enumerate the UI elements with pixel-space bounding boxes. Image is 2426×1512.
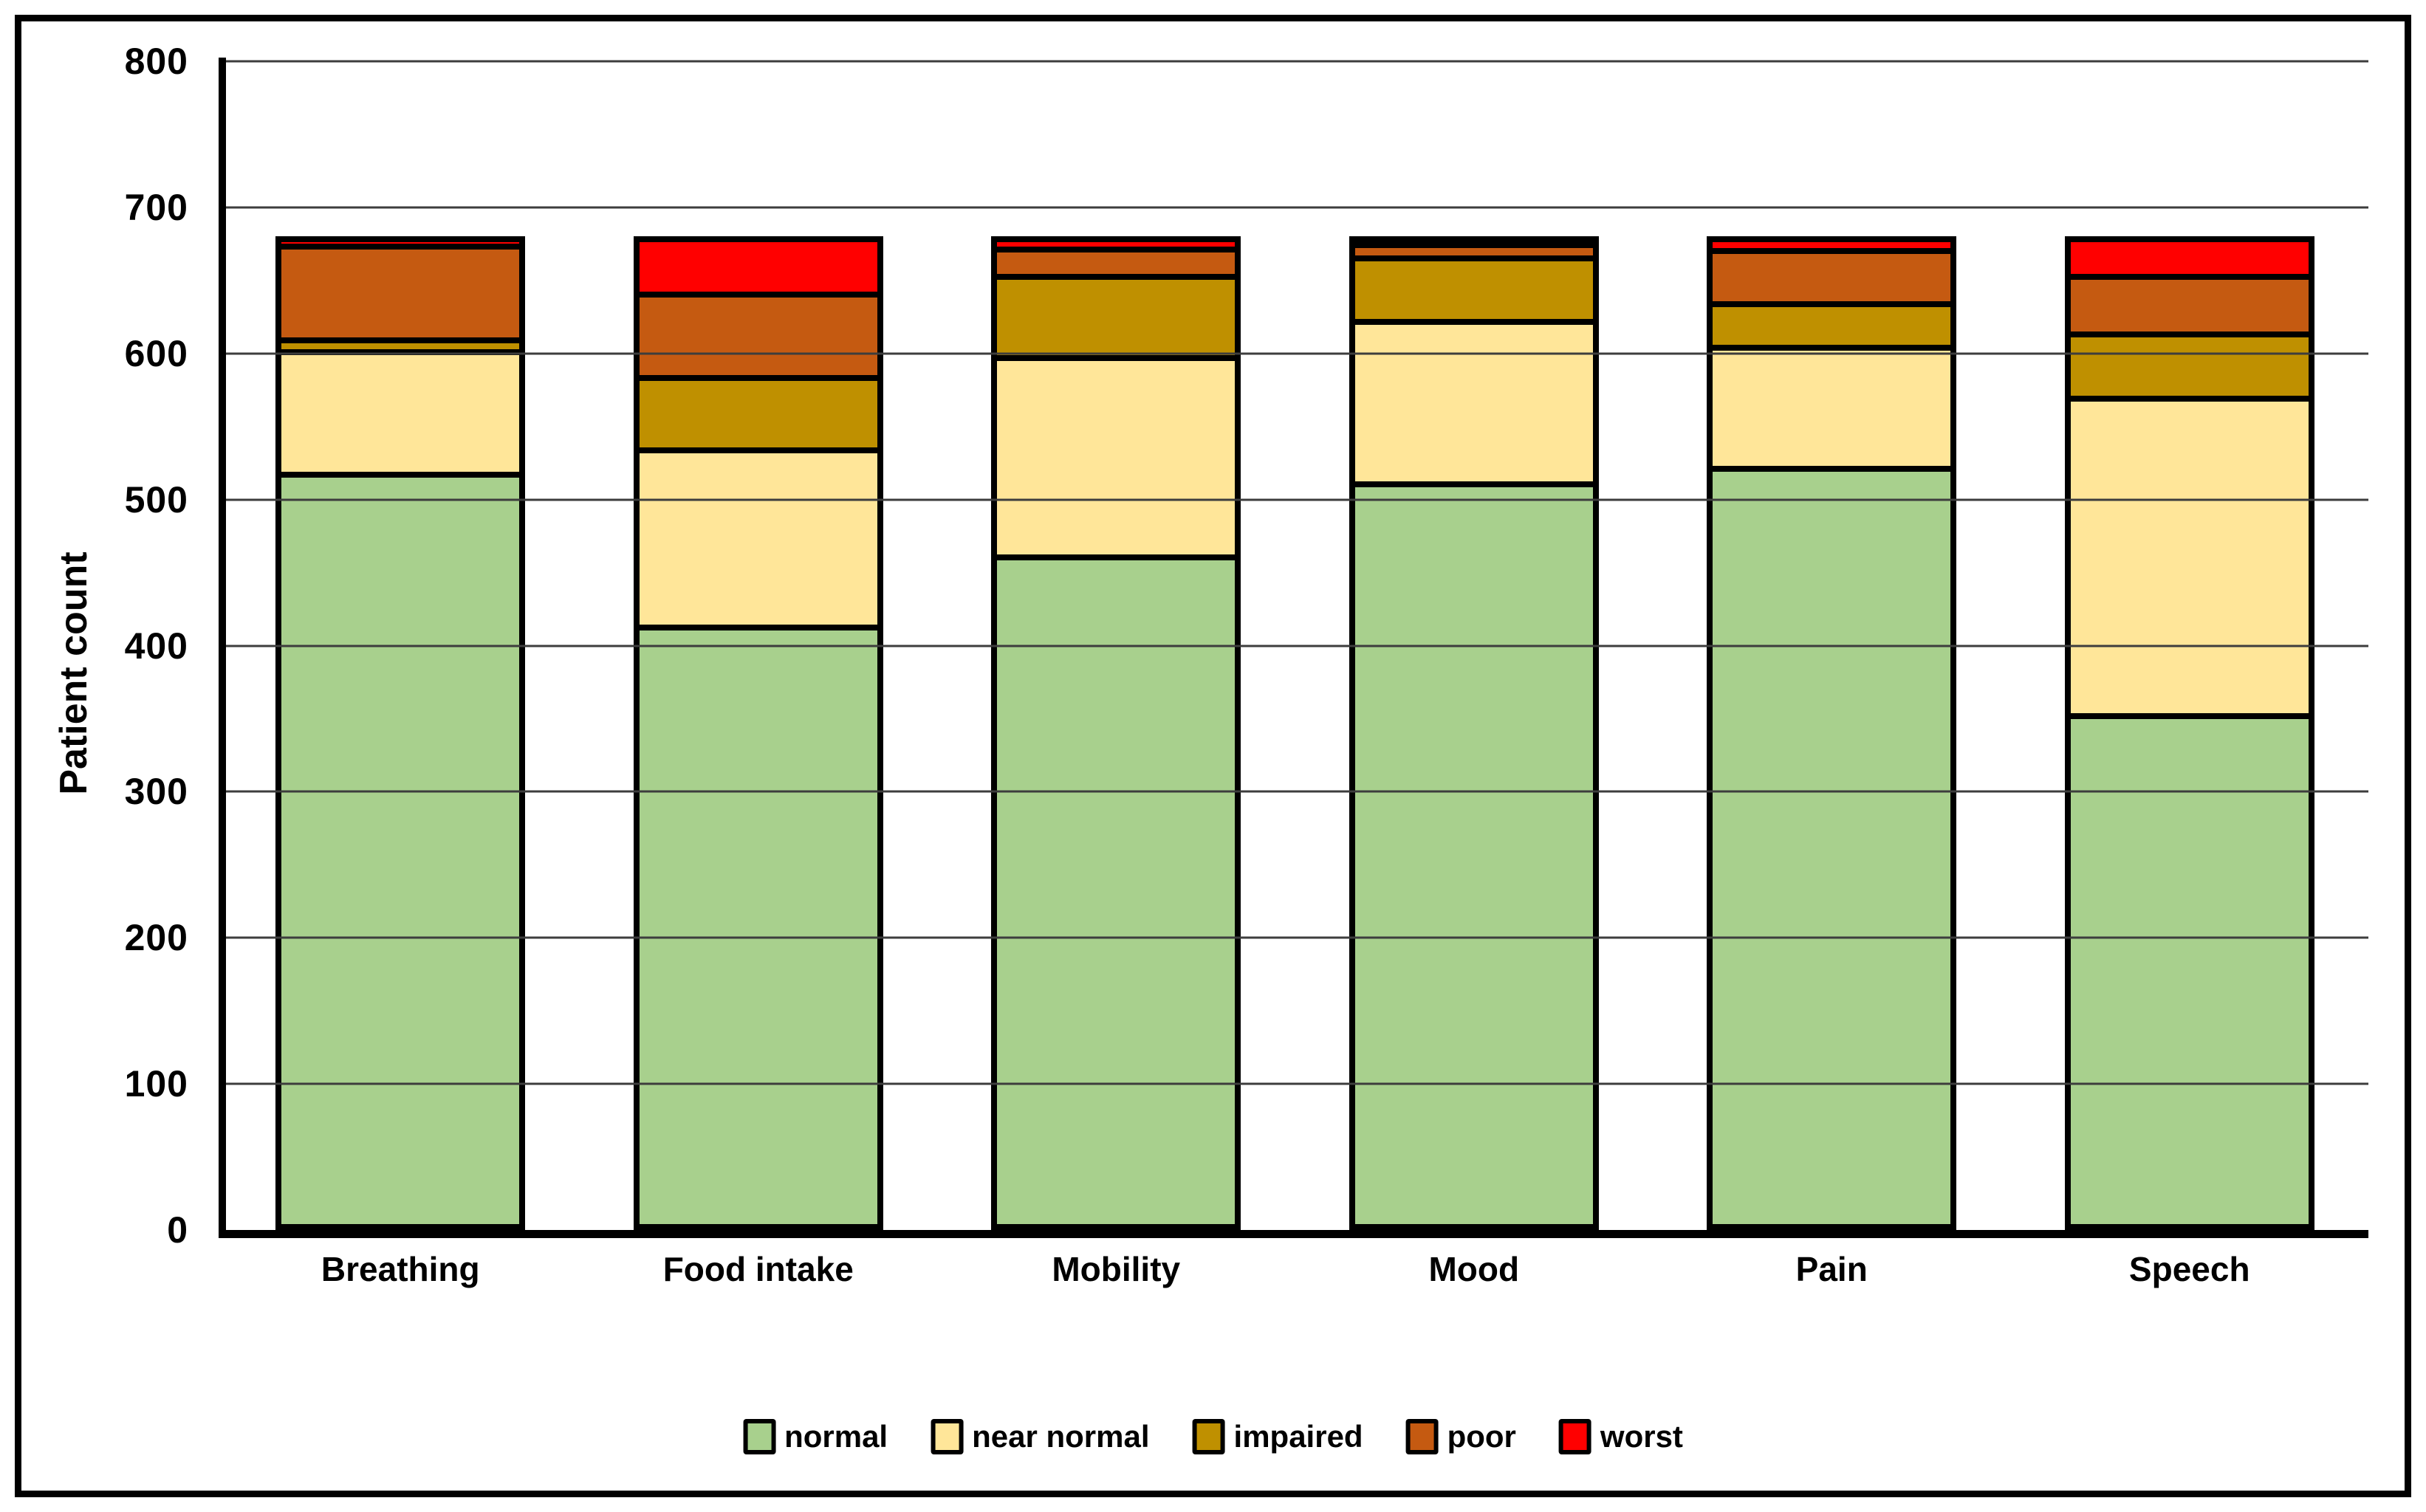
legend-swatch-impaired bbox=[1192, 1419, 1225, 1454]
bar-segment-normal bbox=[2070, 718, 2309, 1224]
bar-segment-impaired bbox=[281, 343, 520, 355]
bar-segment-normal bbox=[1354, 487, 1593, 1224]
bar-segment-normal bbox=[639, 630, 877, 1224]
y-axis-tick-labels: 0 100 200 300 400 500 600 700 800 bbox=[0, 41, 188, 1251]
gridline-100 bbox=[222, 1082, 2368, 1085]
gridline-600 bbox=[222, 352, 2368, 355]
bar-segment-worst bbox=[639, 242, 877, 298]
x-tick-label-breathing: Breathing bbox=[321, 1250, 480, 1288]
legend-swatch-normal bbox=[743, 1419, 776, 1454]
bar-segment-impaired bbox=[1713, 307, 1951, 351]
bar-segment-poor bbox=[997, 252, 1236, 281]
legend-item-impaired: impaired bbox=[1192, 1419, 1363, 1454]
bar-speech bbox=[2064, 236, 2314, 1230]
bar-slot-mobility bbox=[937, 61, 1295, 1230]
y-tick-label-800: 800 bbox=[124, 41, 188, 82]
bar-segment-impaired bbox=[2070, 337, 2309, 402]
y-tick-label-200: 200 bbox=[124, 917, 188, 959]
y-tick-label-300: 300 bbox=[124, 771, 188, 813]
bar-food-intake bbox=[633, 236, 883, 1230]
bar-segment-poor bbox=[2070, 280, 2309, 338]
bar-slot-speech bbox=[2011, 61, 2369, 1230]
legend-swatch-poor bbox=[1405, 1419, 1439, 1454]
legend-item-poor: poor bbox=[1405, 1419, 1516, 1454]
y-tick-label-500: 500 bbox=[124, 478, 188, 520]
bar-segment-normal bbox=[997, 560, 1236, 1224]
x-tick-label-mobility: Mobility bbox=[1052, 1250, 1181, 1288]
y-tick-label-100: 100 bbox=[124, 1063, 188, 1105]
bar-segment-worst bbox=[997, 242, 1236, 253]
bar-breathing bbox=[275, 236, 526, 1230]
bar-segment-poor bbox=[1354, 248, 1593, 262]
x-tick-label-food-intake: Food intake bbox=[662, 1250, 854, 1288]
bar-segment-near-normal bbox=[639, 453, 877, 631]
bar-slot-pain bbox=[1653, 61, 2011, 1230]
bar-segment-impaired bbox=[997, 280, 1236, 361]
gridline-400 bbox=[222, 645, 2368, 647]
plot-area bbox=[222, 60, 2368, 1230]
legend-swatch-near-normal bbox=[931, 1419, 964, 1454]
legend-swatch-worst bbox=[1558, 1419, 1591, 1454]
bar-slot-breathing bbox=[222, 61, 580, 1230]
y-tick-label-600: 600 bbox=[124, 332, 188, 374]
bar-segment-worst bbox=[1713, 242, 1951, 255]
bar-segment-normal bbox=[281, 478, 520, 1224]
bar-mood bbox=[1349, 236, 1599, 1230]
y-tick-label-0: 0 bbox=[167, 1209, 188, 1251]
bar-segment-near-normal bbox=[281, 354, 520, 478]
bar-segment-poor bbox=[639, 297, 877, 382]
legend-label-worst: worst bbox=[1600, 1419, 1683, 1454]
x-axis-line bbox=[219, 1230, 2368, 1238]
bar-segment-worst bbox=[1354, 242, 1593, 249]
legend-item-near-normal: near normal bbox=[931, 1419, 1150, 1454]
x-axis-tick-labels: Breathing Food intake Mobility Mood Pain Spee… bbox=[222, 1249, 2368, 1289]
bar-slot-mood bbox=[1295, 61, 1654, 1230]
gridline-200 bbox=[222, 936, 2368, 939]
legend: normal near normal impaired poor worst bbox=[743, 1419, 1683, 1454]
legend-label-normal: normal bbox=[784, 1419, 888, 1454]
bar-segment-normal bbox=[1713, 472, 1951, 1224]
bar-segment-impaired bbox=[639, 381, 877, 453]
x-tick-label-mood: Mood bbox=[1428, 1250, 1520, 1288]
legend-label-impaired: impaired bbox=[1233, 1419, 1363, 1454]
x-tick-label-speech: Speech bbox=[2128, 1250, 2250, 1288]
y-axis-line bbox=[219, 58, 226, 1238]
gridline-300 bbox=[222, 790, 2368, 793]
bar-slot-food-intake bbox=[580, 61, 938, 1230]
bar-segment-poor bbox=[281, 250, 520, 344]
bar-segment-near-normal bbox=[997, 360, 1236, 560]
bar-segment-worst bbox=[2070, 242, 2309, 281]
bar-segment-near-normal bbox=[1354, 324, 1593, 488]
legend-label-poor: poor bbox=[1447, 1419, 1516, 1454]
y-tick-label-400: 400 bbox=[124, 625, 188, 667]
gridline-700 bbox=[222, 206, 2368, 209]
x-tick-label-pain: Pain bbox=[1795, 1250, 1868, 1288]
gridline-500 bbox=[222, 498, 2368, 501]
gridline-800 bbox=[222, 60, 2368, 63]
bar-segment-near-normal bbox=[2070, 401, 2309, 719]
bar-segment-near-normal bbox=[1713, 351, 1951, 472]
legend-item-normal: normal bbox=[743, 1419, 888, 1454]
bar-mobility bbox=[991, 236, 1241, 1230]
bar-segment-impaired bbox=[1354, 261, 1593, 325]
bars-container bbox=[222, 61, 2368, 1230]
y-tick-label-700: 700 bbox=[124, 186, 188, 228]
bar-pain bbox=[1707, 236, 1957, 1230]
legend-label-near-normal: near normal bbox=[972, 1419, 1150, 1454]
legend-item-worst: worst bbox=[1558, 1419, 1683, 1454]
bar-segment-worst bbox=[281, 242, 520, 250]
bar-segment-poor bbox=[1713, 254, 1951, 308]
